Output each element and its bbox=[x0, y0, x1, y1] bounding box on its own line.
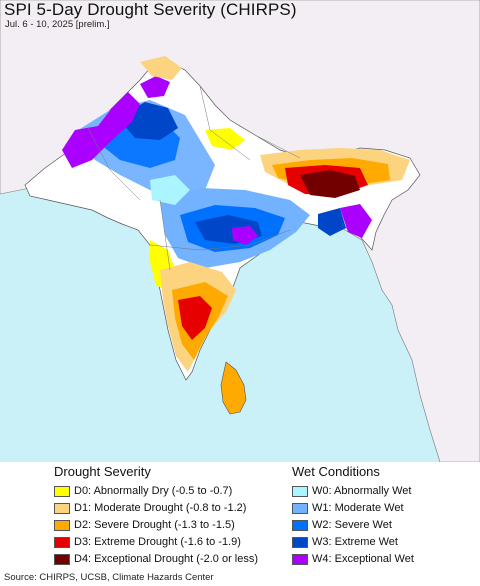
legend-label-w1: W1: Moderate Wet bbox=[312, 502, 404, 514]
legend-item-d2: D2: Severe Drought (-1.3 to -1.5) bbox=[54, 518, 235, 532]
legend-item-d0: D0: Abnormally Dry (-0.5 to -0.7) bbox=[54, 484, 232, 498]
swatch-w3 bbox=[292, 536, 308, 548]
legend-label-w3: W3: Extreme Wet bbox=[312, 536, 398, 548]
w4-exceptional-wet-bangladesh bbox=[340, 204, 372, 238]
legend-item-d4: D4: Exceptional Drought (-2.0 or less) bbox=[54, 552, 258, 566]
swatch-d1 bbox=[54, 502, 70, 514]
legend-label-w0: W0: Abnormally Wet bbox=[312, 485, 412, 497]
legend-item-d3: D3: Extreme Drought (-1.6 to -1.9) bbox=[54, 535, 241, 549]
map-title: SPI 5-Day Drought Severity (CHIRPS) bbox=[4, 0, 297, 19]
swatch-w4 bbox=[292, 553, 308, 565]
legend-item-w2: W2: Severe Wet bbox=[292, 518, 392, 532]
sri-lanka bbox=[220, 361, 247, 415]
swatch-w0 bbox=[292, 485, 308, 497]
swatch-w2 bbox=[292, 519, 308, 531]
legend: Drought Severity Wet Conditions D0: Abno… bbox=[0, 462, 480, 586]
legend-label-w4: W4: Exceptional Wet bbox=[312, 553, 414, 565]
w3-extreme-wet-bangladesh bbox=[318, 208, 346, 236]
map-subtitle: Jul. 6 - 10, 2025 [prelim.] bbox=[5, 19, 110, 30]
border-lines bbox=[87, 85, 301, 271]
d3-extreme-drought-south bbox=[178, 296, 212, 340]
w0-abnormally-wet-zone bbox=[150, 175, 190, 205]
d4-exceptional-drought-northeast bbox=[300, 170, 360, 198]
source-credit: Source: CHIRPS, UCSB, Climate Hazards Ce… bbox=[4, 572, 214, 583]
swatch-d2 bbox=[54, 519, 70, 531]
d1-moderate-drought-north bbox=[140, 56, 182, 80]
drought-legend-heading: Drought Severity bbox=[54, 464, 151, 479]
legend-item-w3: W3: Extreme Wet bbox=[292, 535, 398, 549]
legend-item-w0: W0: Abnormally Wet bbox=[292, 484, 411, 498]
legend-item-w1: W1: Moderate Wet bbox=[292, 501, 404, 515]
w4-exceptional-wet-north bbox=[140, 76, 170, 98]
legend-label-d0: D0: Abnormally Dry (-0.5 to -0.7) bbox=[74, 485, 233, 497]
legend-label-d1: D1: Moderate Drought (-0.8 to -1.2) bbox=[74, 502, 247, 514]
swatch-d0 bbox=[54, 485, 70, 497]
map-canvas bbox=[0, 0, 480, 462]
drought-map: SPI 5-Day Drought Severity (CHIRPS) Jul.… bbox=[0, 0, 480, 462]
legend-item-d1: D1: Moderate Drought (-0.8 to -1.2) bbox=[54, 501, 246, 515]
swatch-d3 bbox=[54, 536, 70, 548]
legend-label-d4: D4: Exceptional Drought (-2.0 or less) bbox=[74, 553, 259, 565]
legend-item-w4: W4: Exceptional Wet bbox=[292, 552, 414, 566]
wet-legend-heading: Wet Conditions bbox=[292, 464, 380, 479]
legend-label-d2: D2: Severe Drought (-1.3 to -1.5) bbox=[74, 519, 235, 531]
w4-central-wet-zone bbox=[232, 226, 258, 245]
swatch-w1 bbox=[292, 502, 308, 514]
legend-label-d3: D3: Extreme Drought (-1.6 to -1.9) bbox=[74, 536, 241, 548]
w4-exceptional-wet-pakistan bbox=[62, 92, 140, 168]
legend-label-w2: W2: Severe Wet bbox=[312, 519, 392, 531]
swatch-d4 bbox=[54, 553, 70, 565]
